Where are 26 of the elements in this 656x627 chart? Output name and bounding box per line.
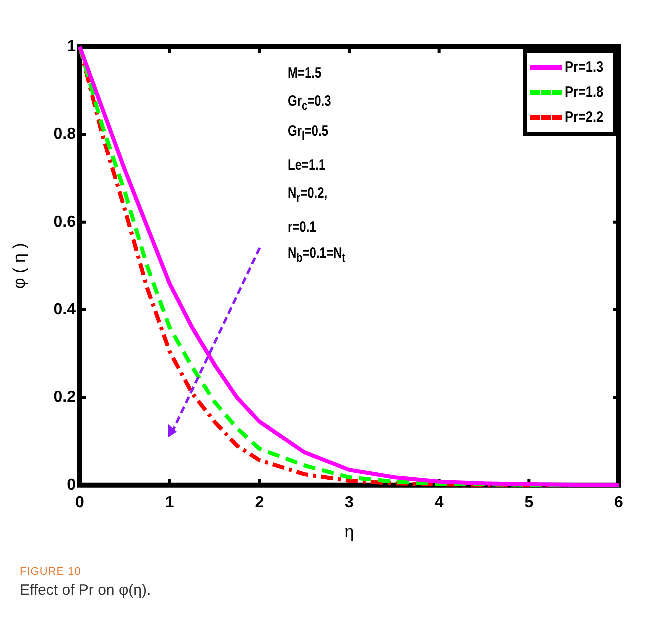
x-axis-title: η	[344, 522, 354, 542]
annotation: N$_{b}$=0.1=N$_{t}$	[288, 245, 345, 265]
x-tick-label: 1	[165, 494, 174, 512]
annotation: N$_{r}$=0.2,	[288, 185, 328, 205]
annotation: M=1.5	[288, 65, 322, 82]
x-tick-label: 6	[614, 494, 624, 512]
x-tick-label: 4	[434, 494, 444, 512]
legend-label: Pr=1.3	[564, 59, 604, 76]
x-tick-label: 5	[524, 494, 534, 512]
caption: FIGURE 10	[20, 566, 82, 578]
y-tick-label: 1	[67, 38, 76, 56]
annotation: Le=1.1	[288, 157, 326, 174]
y-tick-label: 0.8	[54, 126, 76, 144]
y-tick-label: 0.6	[54, 214, 76, 231]
annotation: r=0.1	[288, 219, 316, 236]
legend-label: Pr=1.8	[564, 84, 604, 101]
text: Effect of Pr on φ(η).	[20, 582, 152, 599]
x-tick-label: 2	[255, 494, 264, 512]
annotation: Gr$_{c}$=0.3	[288, 93, 331, 113]
annotation: Gr$_{l}$=0.5	[288, 123, 328, 143]
y-tick-label: 0	[67, 476, 76, 494]
y-tick-label: 0.4	[54, 301, 76, 318]
x-tick-label: 3	[345, 494, 354, 512]
legend-label: Pr=2.2	[564, 109, 604, 126]
y-axis-title: φ ( η )	[10, 243, 29, 290]
y-tick-label: 0.2	[54, 389, 76, 406]
